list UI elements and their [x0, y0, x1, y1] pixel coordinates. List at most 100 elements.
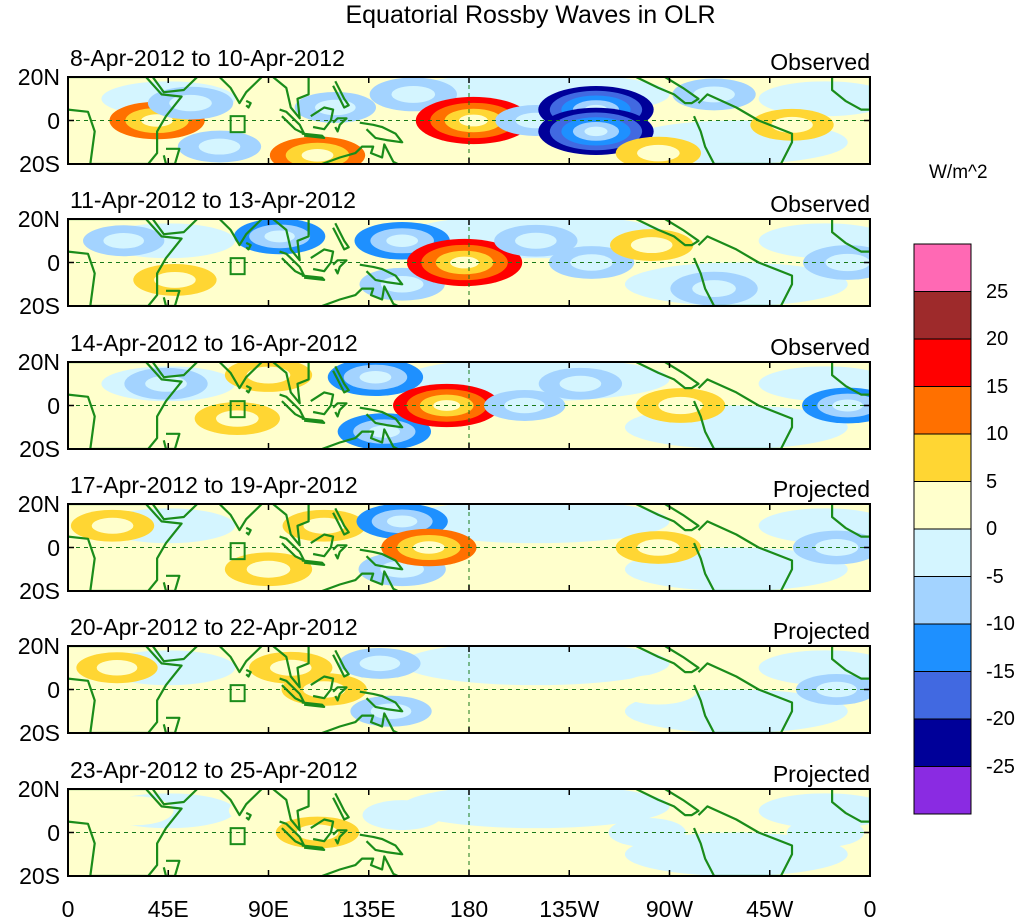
anomaly-cell-1	[83, 225, 165, 257]
anomaly-cell-2	[133, 263, 217, 296]
panel-date-range: 11-Apr-2012 to 13-Apr-2012	[70, 187, 356, 213]
panel-date-range: 14-Apr-2012 to 16-Apr-2012	[70, 330, 358, 356]
sulawesi-coast	[332, 829, 348, 845]
map-panel-1	[67, 76, 871, 165]
anomaly-cell-5	[294, 92, 376, 123]
anomaly-cell-7	[615, 531, 702, 564]
lon-label: 0	[863, 896, 877, 922]
anomaly-cell-8	[538, 367, 623, 400]
lat-label: 0	[47, 676, 60, 703]
anomaly-level	[215, 410, 259, 427]
panel-date-range: 17-Apr-2012 to 19-Apr-2012	[70, 472, 358, 498]
india-coast	[218, 219, 263, 247]
westafrica-coast	[830, 789, 870, 823]
anomaly-cell-1	[70, 509, 155, 542]
anomaly-level	[362, 800, 442, 831]
anomaly-level	[515, 232, 557, 249]
lat-label: 20N	[17, 64, 60, 90]
australia-coast	[321, 285, 399, 306]
borneo-coast	[310, 391, 335, 416]
anomaly-level	[154, 271, 196, 288]
java-coast	[301, 701, 326, 709]
sumatra-coast	[279, 250, 306, 277]
india-coast	[218, 504, 263, 532]
anomaly-cell-9	[635, 388, 726, 423]
figure-title: Equatorial Rossby Waves in OLR	[345, 1, 716, 29]
anomaly-contours	[101, 77, 870, 164]
anomaly-level	[771, 116, 813, 133]
anomaly-level	[301, 149, 334, 162]
anomaly-cell-3	[224, 362, 313, 392]
arabia-coast	[151, 77, 198, 94]
region-box	[229, 257, 246, 276]
colorbar-swatch	[913, 243, 972, 292]
lon-label: 90W	[645, 896, 694, 922]
colorbar-label: -25	[986, 755, 1015, 778]
africa-coast	[68, 646, 183, 733]
srilanka-coast	[245, 99, 252, 109]
southamerica-coast	[692, 805, 794, 876]
lat-label: 20S	[19, 863, 60, 889]
africa-coast	[68, 362, 183, 449]
sumatra-coast	[279, 108, 306, 135]
borneo-coast	[310, 818, 335, 843]
sumatra-coast	[279, 393, 306, 420]
southamerica-coast	[692, 378, 794, 449]
westafrica-coast	[830, 219, 870, 253]
africa-coast	[68, 504, 183, 591]
lon-label: 0	[61, 896, 75, 922]
java-coast	[301, 844, 326, 852]
map-panel-2	[67, 218, 871, 307]
centralamerica-coast	[635, 504, 700, 532]
colorbar-swatch	[913, 671, 972, 720]
indochina-coast	[272, 646, 310, 689]
anomaly-level	[693, 86, 735, 103]
coastlines	[68, 77, 870, 164]
lat-label: 20N	[17, 633, 60, 659]
anomaly-level	[391, 85, 436, 103]
anomaly-cell-3	[233, 219, 326, 255]
java-coast	[301, 417, 326, 424]
panel-date-range: 8-Apr-2012 to 10-Apr-2012	[70, 45, 345, 71]
colorbar-label: 5	[986, 470, 998, 493]
madagascar-coast	[162, 574, 181, 591]
anomaly-cell-4	[269, 136, 366, 164]
panel-kind-label: Observed	[770, 334, 870, 360]
arabia-coast	[151, 646, 198, 663]
anomaly-cell-11	[615, 136, 702, 164]
anomaly-cell-2	[194, 402, 280, 435]
westafrica-coast	[830, 504, 870, 538]
anomaly-level	[618, 674, 699, 705]
region-box	[229, 400, 246, 419]
coastlines	[68, 504, 870, 591]
colorbar-swatch	[913, 291, 972, 340]
sumatra-coast	[279, 535, 306, 562]
anomaly-cell-4	[339, 647, 421, 679]
southamerica-coast	[692, 520, 794, 591]
lat-label: 20S	[19, 293, 60, 319]
lon-label: 45W	[746, 896, 794, 922]
anomaly-cell-7	[415, 96, 532, 145]
philippines-coast	[332, 80, 350, 109]
colorbar-label: -15	[986, 660, 1015, 683]
anomaly-level	[96, 660, 138, 676]
australia-coast	[321, 712, 399, 733]
map-panel-4	[67, 503, 871, 592]
region-box	[229, 684, 246, 703]
anomaly-cell-7	[494, 224, 578, 257]
lat-label: 20N	[17, 206, 60, 232]
coastlines	[68, 219, 870, 306]
madagascar-coast	[162, 289, 181, 306]
sulawesi-coast	[332, 686, 348, 702]
newguinea-coast	[359, 121, 404, 144]
colorbar-label: 15	[986, 375, 1009, 398]
newguinea-coast	[359, 833, 404, 856]
colorbar-swatch	[913, 718, 972, 767]
anomaly-level	[359, 370, 392, 384]
arabia-coast	[151, 219, 198, 236]
lat-label: 20S	[19, 720, 60, 746]
sulawesi-coast	[332, 117, 348, 133]
india-coast	[218, 646, 263, 674]
newguinea-coast	[359, 263, 404, 286]
